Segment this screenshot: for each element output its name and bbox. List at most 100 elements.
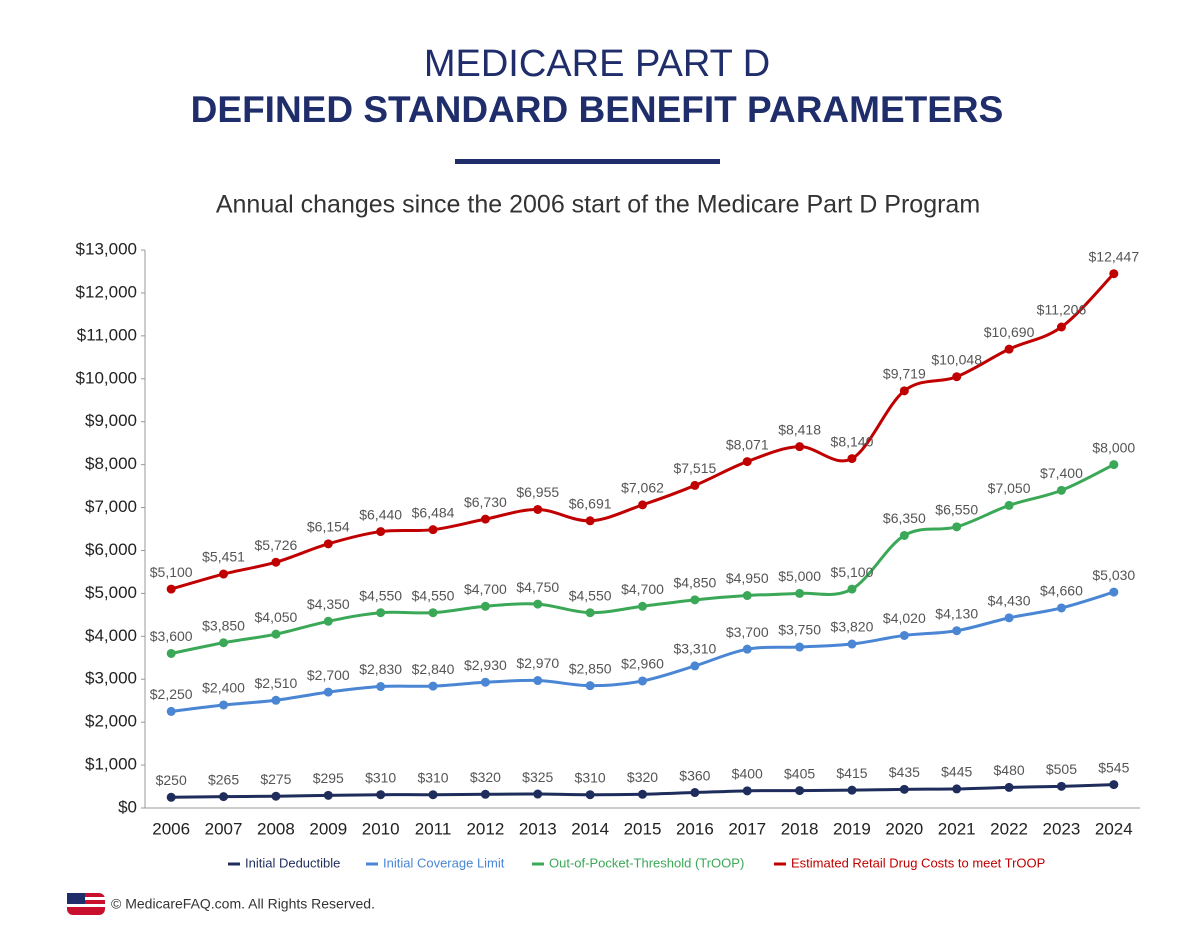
data-label: $2,960	[621, 656, 664, 672]
data-label: $400	[732, 766, 763, 782]
data-point	[271, 557, 281, 567]
data-label: $2,840	[412, 661, 455, 677]
data-point	[638, 500, 647, 510]
data-point	[533, 504, 543, 514]
data-label: $435	[889, 764, 920, 780]
data-label: $415	[836, 765, 867, 781]
data-label: $6,550	[935, 502, 978, 518]
data-point	[1056, 603, 1066, 613]
data-point	[899, 630, 909, 640]
data-label: $2,850	[569, 660, 612, 676]
data-point	[847, 584, 857, 594]
data-point	[271, 695, 281, 705]
data-point	[480, 601, 490, 611]
chart-title: MEDICARE PART D	[424, 43, 770, 85]
data-label: $360	[679, 767, 710, 783]
data-label: $325	[522, 769, 553, 785]
data-label: $545	[1098, 759, 1129, 775]
data-label: $5,726	[255, 537, 298, 553]
x-tick-label: 2009	[309, 819, 347, 838]
data-label: $3,820	[831, 619, 874, 635]
data-point	[533, 789, 543, 799]
data-point	[638, 601, 647, 611]
data-label: $8,140	[831, 433, 874, 449]
data-point	[1056, 485, 1066, 495]
data-point	[166, 584, 176, 594]
x-tick-label: 2014	[571, 819, 609, 838]
data-point	[952, 626, 962, 636]
data-label: $480	[994, 762, 1025, 778]
data-label: $11,206	[1037, 302, 1087, 318]
data-point	[323, 616, 333, 626]
data-point	[271, 629, 281, 639]
y-tick-label: $13,000	[76, 239, 137, 258]
footer: © MedicareFAQ.com. All Rights Reserved.	[111, 896, 375, 912]
y-tick-label: $4,000	[85, 626, 137, 645]
data-label: $4,020	[883, 610, 926, 626]
x-tick-label: 2024	[1095, 819, 1133, 838]
data-label: $7,515	[673, 460, 716, 476]
data-label: $6,440	[359, 506, 402, 522]
data-point	[323, 687, 333, 697]
y-tick-label: $7,000	[85, 497, 137, 516]
data-point	[952, 784, 962, 794]
data-point	[847, 454, 857, 464]
data-label: $2,250	[150, 686, 193, 702]
y-tick-label: $11,000	[77, 325, 137, 344]
footer-logo	[67, 893, 105, 915]
data-point	[428, 525, 438, 535]
data-label: $250	[156, 772, 187, 788]
data-label: $4,350	[307, 596, 350, 612]
data-label: $275	[260, 771, 291, 787]
y-tick-label: $8,000	[85, 454, 137, 473]
data-point	[428, 608, 438, 618]
data-point	[690, 480, 700, 490]
chart-description: Annual changes since the 2006 start of t…	[216, 191, 980, 219]
data-point	[638, 676, 647, 686]
data-point	[795, 588, 805, 598]
data-point	[1109, 269, 1119, 279]
data-label: $2,700	[307, 667, 350, 683]
data-label: $4,850	[673, 575, 716, 591]
data-label: $3,750	[778, 622, 821, 638]
data-label: $10,048	[931, 351, 982, 367]
data-label: $310	[417, 769, 448, 785]
data-point	[795, 442, 805, 452]
data-point	[742, 786, 752, 796]
data-label: $2,970	[516, 655, 559, 671]
data-point	[219, 569, 229, 579]
legend-label: Initial Deductible	[245, 855, 340, 870]
data-label: $7,062	[621, 480, 664, 496]
data-label: $8,000	[1092, 439, 1135, 455]
data-point	[376, 682, 386, 692]
data-point	[1056, 322, 1066, 332]
x-tick-label: 2022	[990, 819, 1028, 838]
data-point	[1004, 782, 1014, 792]
data-point	[690, 788, 700, 798]
data-label: $405	[784, 765, 815, 781]
data-label: $320	[470, 769, 501, 785]
data-label: $2,400	[202, 680, 245, 696]
data-point	[480, 677, 490, 687]
data-point	[795, 786, 805, 796]
data-point	[1109, 780, 1119, 790]
y-tick-label: $9,000	[85, 411, 137, 430]
divider	[455, 159, 720, 164]
data-point	[428, 681, 438, 691]
data-label: $295	[313, 770, 344, 786]
x-tick-label: 2016	[676, 819, 714, 838]
x-tick-label: 2015	[624, 819, 662, 838]
data-point	[166, 706, 176, 716]
data-label: $5,000	[778, 568, 821, 584]
y-tick-label: $2,000	[85, 712, 137, 731]
x-tick-label: 2021	[938, 819, 976, 838]
data-label: $265	[208, 771, 239, 787]
y-tick-label: $3,000	[85, 669, 137, 688]
data-point	[742, 644, 752, 654]
data-point	[1056, 781, 1066, 791]
data-label: $4,550	[412, 587, 455, 603]
y-tick-label: $6,000	[85, 540, 137, 559]
data-label: $6,955	[516, 484, 559, 500]
x-tick-label: 2023	[1043, 819, 1081, 838]
data-label: $320	[627, 769, 658, 785]
